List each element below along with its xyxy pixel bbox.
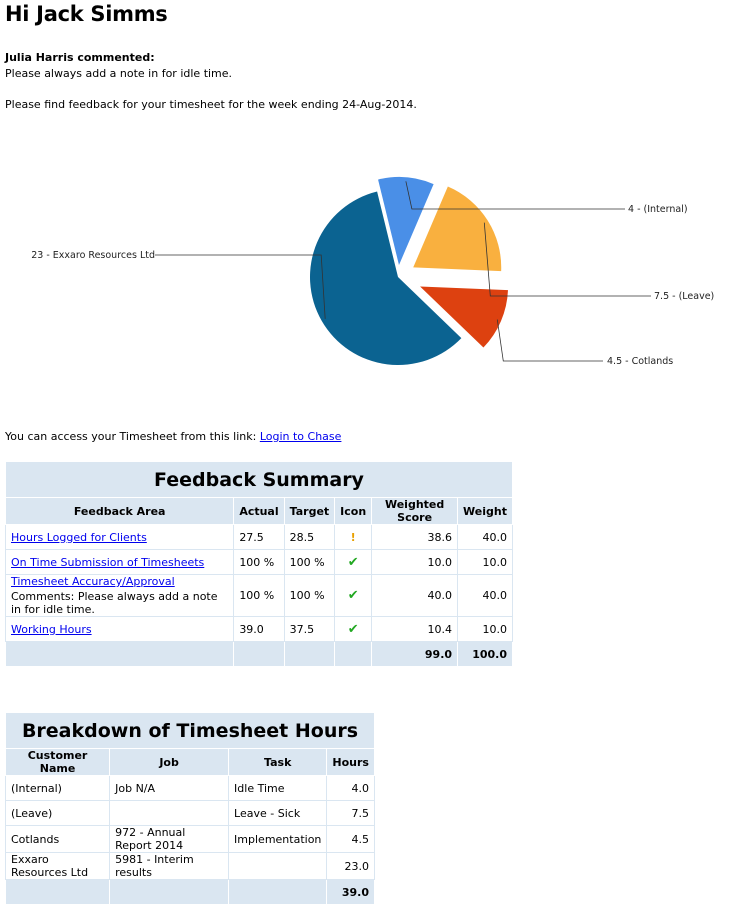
col-customer-name: Customer Name [4,748,111,776]
pie-slice-label: 4.5 - Cotlands [607,356,673,367]
weight-value: 10.0 [457,616,513,642]
table-row: Hours Logged for Clients 27.5 28.5 ! 38.… [4,524,513,550]
weight-value: 10.0 [457,549,513,575]
weighted-score-value: 10.4 [371,616,459,642]
access-text: You can access your Timesheet from this … [5,430,257,443]
task-cell: Leave - Sick [228,800,328,826]
col-actual: Actual [233,497,285,525]
target-value: 100 % [283,549,336,575]
task-cell: Implementation [228,825,328,853]
breakdown-title: Breakdown of Timesheet Hours [5,712,375,749]
col-weighted-score: Weighted Score [371,497,459,525]
working-hours-link[interactable]: Working Hours [11,622,92,636]
pie-slice [378,177,434,266]
total-row: 99.0 100.0 [4,641,513,667]
login-to-chase-link[interactable]: Login to Chase [259,430,342,443]
pie-leader-line [155,254,326,319]
pie-slice-label: 7.5 - (Leave) [654,291,714,302]
col-job: Job [109,748,230,776]
col-task: Task [228,748,328,776]
job-cell: 5981 - Interim results [109,852,230,880]
commenter-name: Julia Harris commented: [5,51,155,64]
customer-cell: (Internal) [4,775,111,801]
col-hours: Hours [326,748,375,776]
actual-value: 27.5 [233,524,285,550]
job-cell [109,800,230,826]
total-row: 39.0 [4,879,375,905]
task-cell [228,852,328,880]
pie-slice [420,286,508,348]
access-line: You can access your Timesheet from this … [5,430,341,443]
hours-cell: 7.5 [326,800,375,826]
actual-value: 100 % [233,574,285,617]
hours-cell: 4.0 [326,775,375,801]
weighted-score-value: 40.0 [371,574,459,617]
hours-cell: 23.0 [326,852,375,880]
check-icon: ✔ [347,621,359,637]
task-cell: Idle Time [228,775,328,801]
target-value: 28.5 [283,524,336,550]
row-comment: Comments: Please always add a note in fo… [11,590,218,616]
check-icon: ✔ [347,554,359,570]
timesheet-accuracy-approval-link[interactable]: Timesheet Accuracy/Approval [11,575,175,588]
customer-cell: (Leave) [4,800,111,826]
total-weight: 100.0 [457,641,513,667]
job-cell: Job N/A [109,775,230,801]
hours-breakdown-table: Breakdown of Timesheet Hours Customer Na… [4,712,375,905]
table-row: (Internal) Job N/A Idle Time 4.0 [4,775,375,801]
feedback-summary-table: Feedback Summary Feedback Area Actual Ta… [4,461,513,667]
col-icon: Icon [334,497,373,525]
weighted-score-value: 10.0 [371,549,459,575]
target-value: 37.5 [283,616,336,642]
pie-slice [309,191,462,366]
table-row: Working Hours 39.0 37.5 ✔ 10.4 10.0 [4,616,513,642]
col-weight: Weight [457,497,513,525]
pie-leader-line [496,319,603,362]
hours-pie-chart: 23 - Exxaro Resources Ltd 4 - (Internal) 7… [31,177,714,367]
pie-leader-line [483,222,651,297]
check-icon: ✔ [347,588,359,603]
pie-slice [413,186,502,272]
pie-leader-line [405,181,625,210]
weight-value: 40.0 [457,524,513,550]
hours-logged-for-clients-link[interactable]: Hours Logged for Clients [11,530,147,544]
customer-cell: Exxaro Resources Ltd [4,852,111,880]
warning-icon: ! [350,530,356,544]
intro-text: Please find feedback for your timesheet … [5,98,417,111]
weighted-score-value: 38.6 [371,524,459,550]
table-row: Cotlands 972 - Annual Report 2014 Implem… [4,825,375,853]
weight-value: 40.0 [457,574,513,617]
greeting-heading: Hi Jack Simms [5,2,168,26]
hours-cell: 4.5 [326,825,375,853]
pie-slice-label: 4 - (Internal) [628,204,688,215]
feedback-summary-title: Feedback Summary [5,461,513,498]
total-weighted-score: 99.0 [371,641,459,667]
table-row: Timesheet Accuracy/Approval Comments: Pl… [4,574,513,617]
total-hours: 39.0 [326,879,375,905]
actual-value: 100 % [233,549,285,575]
col-target: Target [283,497,336,525]
table-row: On Time Submission of Timesheets 100 % 1… [4,549,513,575]
on-time-submission-link[interactable]: On Time Submission of Timesheets [11,555,205,569]
job-cell: 972 - Annual Report 2014 [109,825,230,853]
table-row: (Leave) Leave - Sick 7.5 [4,800,375,826]
customer-cell: Cotlands [4,825,111,853]
table-row: Exxaro Resources Ltd 5981 - Interim resu… [4,852,375,880]
col-feedback-area: Feedback Area [4,497,235,525]
comment-text: Please always add a note in for idle tim… [5,67,233,80]
actual-value: 39.0 [233,616,285,642]
target-value: 100 % [283,574,336,617]
pie-slice-label: 23 - Exxaro Resources Ltd [31,250,155,261]
